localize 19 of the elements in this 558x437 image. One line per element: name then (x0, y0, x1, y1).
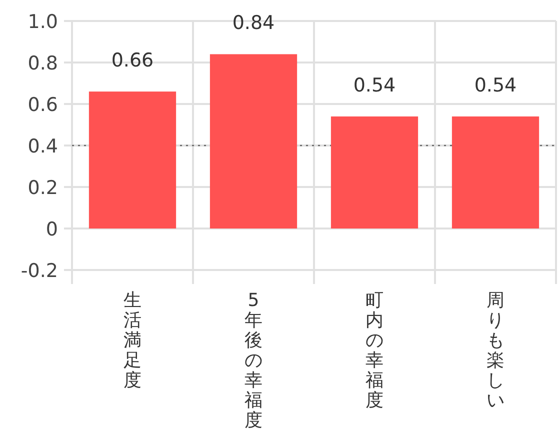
data-label: 0.54 (474, 74, 517, 96)
data-label: 0.66 (111, 50, 154, 72)
bar (210, 54, 298, 228)
y-tick-label: 0.4 (28, 136, 58, 158)
bar (330, 116, 418, 228)
bar (452, 116, 540, 228)
y-tick-label: 0.2 (28, 177, 58, 199)
x-tick-label: 周りも楽しい (486, 290, 504, 411)
data-label: 0.54 (353, 74, 396, 96)
bar (88, 92, 176, 228)
x-tick-label: 町内の幸福度 (366, 290, 384, 411)
x-tick-label: 生活満足度 (124, 290, 142, 391)
y-tick-label: 1.0 (28, 11, 58, 33)
y-tick-label: 0.6 (28, 94, 58, 116)
y-tick-label: 0.8 (28, 52, 58, 74)
y-tick-label: -0.2 (20, 260, 58, 282)
data-label: 0.84 (232, 12, 275, 34)
y-tick-label: 0 (46, 218, 58, 240)
x-tick-label: 5年後の幸福度 (244, 290, 262, 431)
